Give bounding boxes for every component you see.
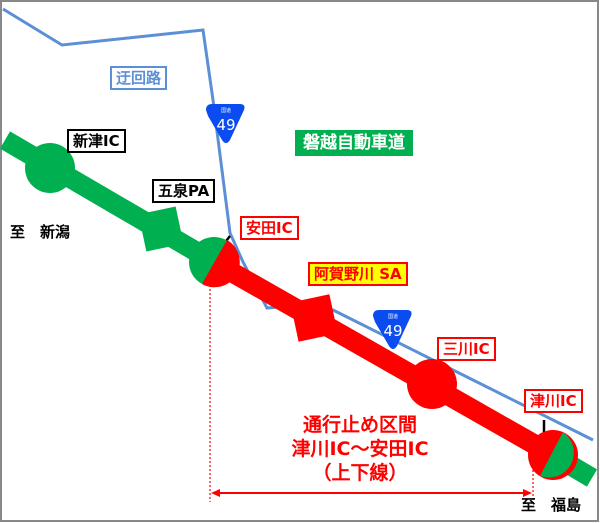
facility-label-niitsu-ic: 新津IC (67, 129, 126, 153)
closure-title: 通行止め区間 (302, 414, 417, 436)
facility-label-gosen-pa: 五泉PA (152, 179, 216, 203)
route-shield-number: 49 (216, 116, 235, 134)
expressway-label: 磐越自動車道 (295, 130, 413, 156)
route-shield-top-text: 国道 (221, 107, 231, 114)
route-shield-top-text: 国道 (388, 313, 398, 320)
detour-label: 迂回路 (110, 66, 168, 90)
sanwa-ic-marker (407, 359, 457, 409)
aganogawa-sa-marker (290, 294, 338, 342)
direction-fukushima: 至 福島 (521, 496, 582, 514)
route-shield-number: 49 (383, 322, 402, 340)
closed-section (209, 253, 558, 464)
facility-label-yasuda-ic: 安田IC (240, 216, 299, 240)
tsugawa-ic-marker (528, 430, 578, 480)
route-49-shield-north: 国道 49 (206, 104, 245, 143)
route-49-shield-south: 国道 49 (373, 310, 412, 349)
yasuda-ic-marker (189, 237, 240, 288)
direction-niigata: 至 新潟 (10, 223, 71, 241)
niitsu-ic-marker (25, 143, 75, 193)
facility-label-sanwa-ic: 三川IC (437, 337, 496, 361)
closure-range: 津川IC～安田IC (291, 438, 429, 460)
gosen-pa-marker (138, 206, 184, 252)
facility-label-aganogawa-sa: 阿賀野川 SA (308, 262, 408, 286)
closure-extent-arrow (211, 489, 532, 497)
facility-label-tsugawa-ic: 津川IC (524, 389, 583, 413)
closure-direction: （上下線） (312, 462, 408, 484)
